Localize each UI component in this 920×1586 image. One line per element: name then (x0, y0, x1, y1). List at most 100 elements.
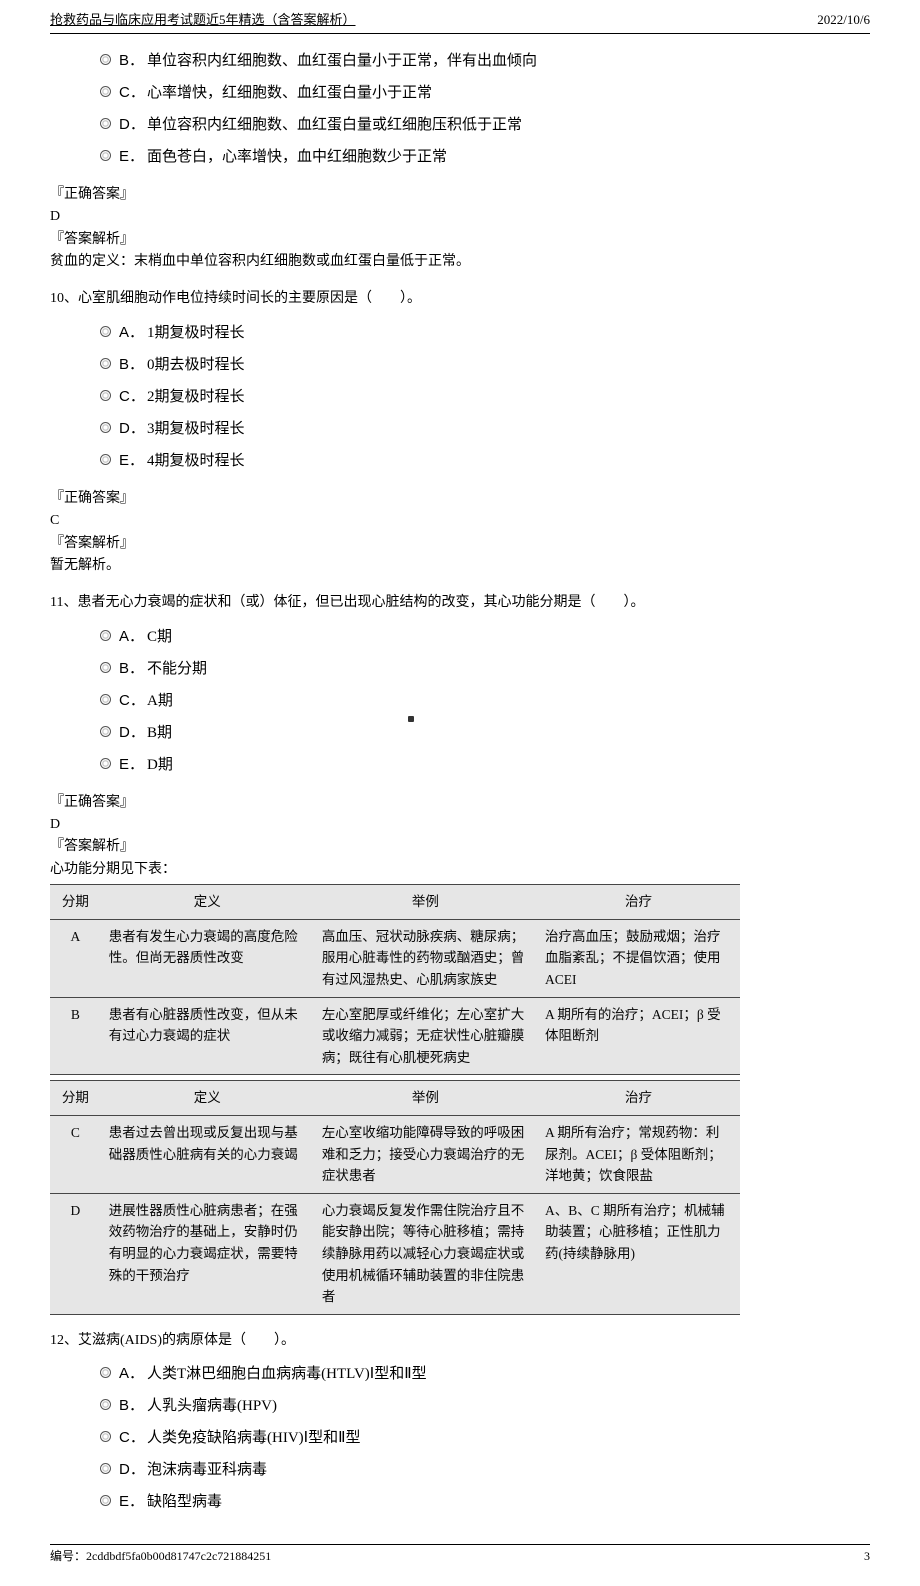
option-label: D． (119, 417, 147, 441)
radio-icon[interactable] (100, 454, 111, 465)
radio-icon[interactable] (100, 86, 111, 97)
option-row[interactable]: E． 面色苍白，心率增快，血中红细胞数少于正常 (100, 145, 870, 169)
option-text: 4期复极时程长 (147, 449, 245, 473)
option-text: 3期复极时程长 (147, 417, 245, 441)
analysis-heading: 『答案解析』 (50, 533, 870, 555)
table-header: 举例 (314, 1081, 537, 1116)
cell-ex: 心力衰竭反复发作需住院治疗且不能安静出院；等待心脏移植；需持续静脉用药以减轻心力… (314, 1193, 537, 1314)
footer-page-number: 3 (864, 1547, 870, 1566)
option-label: B． (119, 657, 147, 681)
option-label: C． (119, 689, 147, 713)
option-text: 2期复极时程长 (147, 385, 245, 409)
table-row: D 进展性器质性心脏病患者；在强效药物治疗的基础上，安静时仍有明显的心力衰竭症状… (50, 1193, 740, 1314)
q9-answer: 『正确答案』 D 『答案解析』 贫血的定义：末梢血中单位容积内红细胞数或血红蛋白… (50, 184, 870, 274)
q11-stem: 11、患者无心力衰竭的症状和（或）体征，但已出现心脏结构的改变，其心功能分期是（… (50, 592, 870, 614)
option-row[interactable]: B．人乳头瘤病毒(HPV) (100, 1394, 870, 1418)
analysis-intro: 心功能分期见下表： (50, 859, 870, 881)
option-label: D． (119, 113, 147, 137)
table-header: 分期 (50, 1081, 101, 1116)
option-row[interactable]: A．C期 (100, 625, 870, 649)
option-row[interactable]: E．缺陷型病毒 (100, 1490, 870, 1514)
option-text: B期 (147, 721, 172, 745)
option-label: C． (119, 385, 147, 409)
option-text: 面色苍白，心率增快，血中红细胞数少于正常 (147, 145, 447, 169)
cell-tr: A 期所有治疗；常规药物：利尿剂。ACEI；β 受体阻断剂；洋地黄；饮食限盐 (537, 1116, 740, 1194)
radio-icon[interactable] (100, 390, 111, 401)
table-header: 定义 (101, 885, 314, 920)
option-label: E． (119, 145, 147, 169)
option-text: D期 (147, 753, 173, 777)
option-text: 人乳头瘤病毒(HPV) (147, 1394, 277, 1418)
option-row[interactable]: B．0期去极时程长 (100, 353, 870, 377)
stage-table-2: 分期 定义 举例 治疗 C 患者过去曾出现或反复出现与基础器质性心脏病有关的心力… (50, 1080, 740, 1314)
cell-ex: 高血压、冠状动脉疾病、糖尿病；服用心脏毒性的药物或酗酒史；曾有过风湿热史、心肌病… (314, 919, 537, 997)
cell-ex: 左心室肥厚或纤维化；左心室扩大或收缩力减弱；无症状性心脏瓣膜病；既往有心肌梗死病… (314, 997, 537, 1075)
analysis-heading: 『答案解析』 (50, 836, 870, 858)
radio-icon[interactable] (100, 1495, 111, 1506)
cell-stage: B (50, 997, 101, 1075)
correct-answer-heading: 『正确答案』 (50, 488, 870, 510)
page-footer: 编号：2cddbdf5fa0b00d81747c2c721884251 3 (50, 1544, 870, 1566)
table-header: 举例 (314, 885, 537, 920)
analysis-heading: 『答案解析』 (50, 229, 870, 251)
option-text: 1期复极时程长 (147, 321, 245, 345)
radio-icon[interactable] (100, 358, 111, 369)
option-row[interactable]: A．人类T淋巴细胞白血病病毒(HTLV)Ⅰ型和Ⅱ型 (100, 1362, 870, 1386)
table-header: 定义 (101, 1081, 314, 1116)
option-row[interactable]: D．B期 (100, 721, 870, 745)
radio-icon[interactable] (100, 694, 111, 705)
radio-icon[interactable] (100, 662, 111, 673)
radio-icon[interactable] (100, 630, 111, 641)
option-row[interactable]: C．2期复极时程长 (100, 385, 870, 409)
radio-icon[interactable] (100, 118, 111, 129)
option-row[interactable]: D．泡沫病毒亚科病毒 (100, 1458, 870, 1482)
correct-answer-value: D (50, 814, 870, 836)
option-label: A． (119, 1362, 147, 1386)
radio-icon[interactable] (100, 758, 111, 769)
cell-def: 进展性器质性心脏病患者；在强效药物治疗的基础上，安静时仍有明显的心力衰竭症状，需… (101, 1193, 314, 1314)
radio-icon[interactable] (100, 422, 111, 433)
radio-icon[interactable] (100, 1431, 111, 1442)
table-header: 分期 (50, 885, 101, 920)
option-row[interactable]: C．人类免疫缺陷病毒(HIV)Ⅰ型和Ⅱ型 (100, 1426, 870, 1450)
option-row[interactable]: E．D期 (100, 753, 870, 777)
option-row[interactable]: E．4期复极时程长 (100, 449, 870, 473)
option-text: 泡沫病毒亚科病毒 (147, 1458, 267, 1482)
radio-icon[interactable] (100, 1399, 111, 1410)
option-row[interactable]: D．3期复极时程长 (100, 417, 870, 441)
table-header: 治疗 (537, 885, 740, 920)
cursor-icon (408, 716, 414, 722)
option-label: D． (119, 1458, 147, 1482)
option-row[interactable]: A．1期复极时程长 (100, 321, 870, 345)
option-row[interactable]: C． 心率增快，红细胞数、血红蛋白量小于正常 (100, 81, 870, 105)
radio-icon[interactable] (100, 326, 111, 337)
radio-icon[interactable] (100, 1367, 111, 1378)
option-text: A期 (147, 689, 173, 713)
cell-stage: A (50, 919, 101, 997)
option-row[interactable]: B．不能分期 (100, 657, 870, 681)
q10-options: A．1期复极时程长 B．0期去极时程长 C．2期复极时程长 D．3期复极时程长 … (50, 321, 870, 473)
analysis-text: 暂无解析。 (50, 555, 870, 577)
table-row: C 患者过去曾出现或反复出现与基础器质性心脏病有关的心力衰竭 左心室收缩功能障碍… (50, 1116, 740, 1194)
radio-icon[interactable] (100, 150, 111, 161)
option-text: 单位容积内红细胞数、血红蛋白量或红细胞压积低于正常 (147, 113, 522, 137)
option-text: 缺陷型病毒 (147, 1490, 222, 1514)
option-row[interactable]: D． 单位容积内红细胞数、血红蛋白量或红细胞压积低于正常 (100, 113, 870, 137)
option-text: 人类T淋巴细胞白血病病毒(HTLV)Ⅰ型和Ⅱ型 (147, 1362, 427, 1386)
cell-tr: A 期所有的治疗；ACEI；β 受体阻断剂 (537, 997, 740, 1075)
option-label: B． (119, 1394, 147, 1418)
cell-tr: A、B、C 期所有治疗；机械辅助装置；心脏移植；正性肌力药(持续静脉用) (537, 1193, 740, 1314)
option-row[interactable]: C．A期 (100, 689, 870, 713)
option-label: B． (119, 49, 147, 73)
table-header: 治疗 (537, 1081, 740, 1116)
radio-icon[interactable] (100, 726, 111, 737)
correct-answer-value: D (50, 206, 870, 228)
option-row[interactable]: B． 单位容积内红细胞数、血红蛋白量小于正常，伴有出血倾向 (100, 49, 870, 73)
q11-answer: 『正确答案』 D 『答案解析』 心功能分期见下表： 分期 定义 举例 治疗 A … (50, 792, 870, 1315)
correct-answer-value: C (50, 510, 870, 532)
option-label: E． (119, 1490, 147, 1514)
cell-tr: 治疗高血压；鼓励戒烟；治疗血脂紊乱；不提倡饮酒；使用 ACEI (537, 919, 740, 997)
radio-icon[interactable] (100, 1463, 111, 1474)
radio-icon[interactable] (100, 54, 111, 65)
cell-ex: 左心室收缩功能障碍导致的呼吸困难和乏力；接受心力衰竭治疗的无症状患者 (314, 1116, 537, 1194)
